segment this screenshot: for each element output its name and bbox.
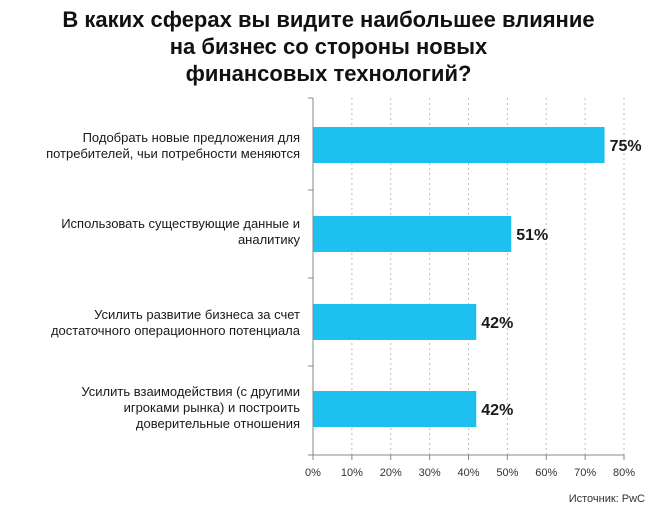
bar bbox=[313, 391, 477, 427]
x-tick-label: 30% bbox=[419, 467, 441, 479]
x-tick-label: 0% bbox=[305, 467, 321, 479]
value-label: 42% bbox=[481, 402, 513, 419]
category-label-line: Подобрать новые предложения для bbox=[82, 130, 300, 145]
x-tick-label: 10% bbox=[341, 467, 363, 479]
category-label-line: доверительные отношения bbox=[135, 416, 300, 431]
x-tick-label: 50% bbox=[496, 467, 518, 479]
x-tick-label: 60% bbox=[535, 467, 557, 479]
bar bbox=[313, 304, 477, 340]
category-label: Усилить взаимодействия (с другими игрока… bbox=[0, 384, 300, 432]
category-label-line: потребителей, чьи потребности меняются bbox=[46, 146, 300, 161]
category-label: Использовать существующие данные и анали… bbox=[0, 216, 300, 248]
category-label: Усилить развитие бизнеса за счет достато… bbox=[0, 307, 300, 339]
value-labels: 75% 51% 42% 42% bbox=[481, 138, 641, 419]
category-label-line: Усилить взаимодействия (с другими bbox=[81, 384, 300, 399]
bar bbox=[313, 216, 512, 252]
gridlines bbox=[312, 98, 625, 460]
value-label: 75% bbox=[610, 138, 642, 155]
category-label-line: Усилить развитие бизнеса за счет bbox=[94, 307, 300, 322]
bar bbox=[313, 127, 605, 163]
bars bbox=[313, 127, 605, 427]
chart-title-line: на бизнес со стороны новых bbox=[169, 34, 488, 59]
chart-title-line: финансовых технологий? bbox=[185, 61, 472, 86]
x-tick-label: 40% bbox=[457, 467, 479, 479]
category-label: Подобрать новые предложения для потребит… bbox=[0, 130, 300, 162]
value-label: 51% bbox=[516, 227, 548, 244]
source-note: Источник: PwC bbox=[568, 493, 645, 505]
chart-title-line: В каких сферах вы видите наибольшее влия… bbox=[62, 7, 595, 32]
category-label-line: игроками рынка) и построить bbox=[123, 400, 300, 415]
category-label-line: Использовать существующие данные и bbox=[61, 216, 300, 231]
category-label-line: аналитику bbox=[237, 232, 300, 247]
category-label-line: достаточного операционного потенциала bbox=[50, 323, 300, 338]
chart-title: В каких сферах вы видите наибольшее влия… bbox=[0, 6, 657, 87]
value-label: 42% bbox=[481, 315, 513, 332]
x-tick-label: 20% bbox=[380, 467, 402, 479]
x-tick-labels: 0% 10% 20% 30% 40% 50% 60% 70% 80% bbox=[305, 467, 635, 479]
x-tick-label: 70% bbox=[574, 467, 596, 479]
x-tick-label: 80% bbox=[613, 467, 635, 479]
category-axis bbox=[308, 97, 624, 456]
